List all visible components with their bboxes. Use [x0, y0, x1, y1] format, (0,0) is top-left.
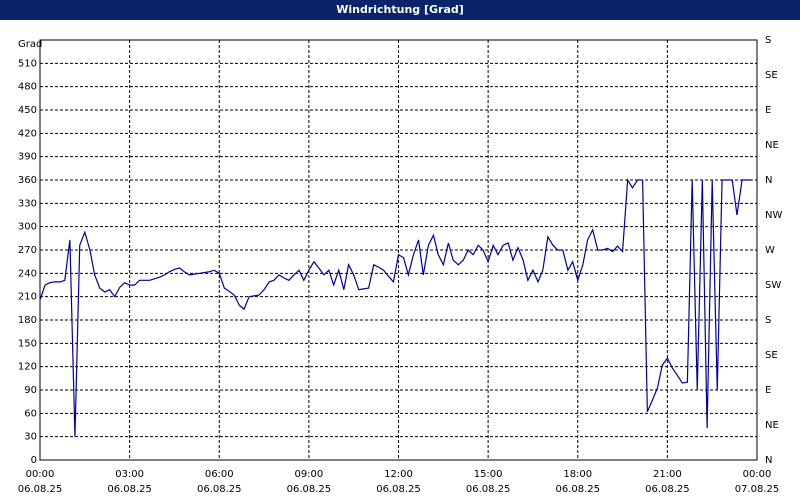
y2-tick-label: S: [765, 315, 771, 326]
y2-tick-label: NE: [765, 420, 779, 431]
y-tick-label: 390: [18, 152, 37, 163]
y-tick-label: 150: [18, 338, 37, 349]
x-tick-label: 09:00: [294, 469, 323, 480]
y-tick-label: 210: [18, 292, 37, 303]
x-tick-label: 12:00: [384, 469, 413, 480]
x-tick-date: 06.08.25: [376, 484, 421, 495]
x-tick-label: 06:00: [205, 469, 234, 480]
y2-tick-label: NE: [765, 140, 779, 151]
x-tick-date: 06.08.25: [107, 484, 152, 495]
y-tick-label: 360: [18, 175, 37, 186]
y-tick-label: 0: [31, 455, 37, 466]
x-tick-date: 06.08.25: [645, 484, 690, 495]
y-tick-label: 60: [24, 408, 37, 419]
y-tick-label: 420: [18, 128, 37, 139]
y2-tick-label: S: [765, 35, 771, 46]
y-tick-label: 510: [18, 58, 37, 69]
y2-tick-label: SE: [765, 70, 778, 81]
y2-tick-label: W: [765, 245, 775, 256]
x-tick-label: 00:00: [743, 469, 772, 480]
y-tick-label: 300: [18, 222, 37, 233]
y-tick-label: 240: [18, 268, 37, 279]
y-axis-label: Grad: [18, 39, 42, 50]
y-tick-label: 270: [18, 245, 37, 256]
y-tick-label: 30: [24, 432, 37, 443]
y-tick-label: 90: [24, 385, 37, 396]
y2-tick-label: SW: [765, 280, 781, 291]
data-line: [39, 178, 752, 437]
chart-title: Windrichtung [Grad]: [336, 3, 464, 16]
y2-tick-label: NW: [765, 210, 782, 221]
y-tick-label: 120: [18, 362, 37, 373]
x-tick-label: 15:00: [474, 469, 503, 480]
title-bar: [0, 0, 800, 20]
x-tick-date: 07.08.25: [735, 484, 780, 495]
y2-tick-label: E: [765, 385, 771, 396]
x-tick-label: 18:00: [563, 469, 592, 480]
x-tick-label: 21:00: [653, 469, 682, 480]
y2-tick-label: E: [765, 105, 771, 116]
x-tick-label: 03:00: [115, 469, 144, 480]
y-tick-label: 330: [18, 198, 37, 209]
y2-tick-label: N: [765, 455, 772, 466]
y-tick-label: 180: [18, 315, 37, 326]
y2-tick-label: SE: [765, 350, 778, 361]
x-tick-date: 06.08.25: [555, 484, 600, 495]
x-tick-label: 00:00: [26, 469, 55, 480]
y-tick-label: 480: [18, 82, 37, 93]
x-tick-date: 06.08.25: [18, 484, 63, 495]
y2-tick-label: N: [765, 175, 772, 186]
x-tick-date: 06.08.25: [287, 484, 332, 495]
x-tick-date: 06.08.25: [197, 484, 242, 495]
x-tick-date: 06.08.25: [466, 484, 511, 495]
y-tick-label: 450: [18, 105, 37, 116]
